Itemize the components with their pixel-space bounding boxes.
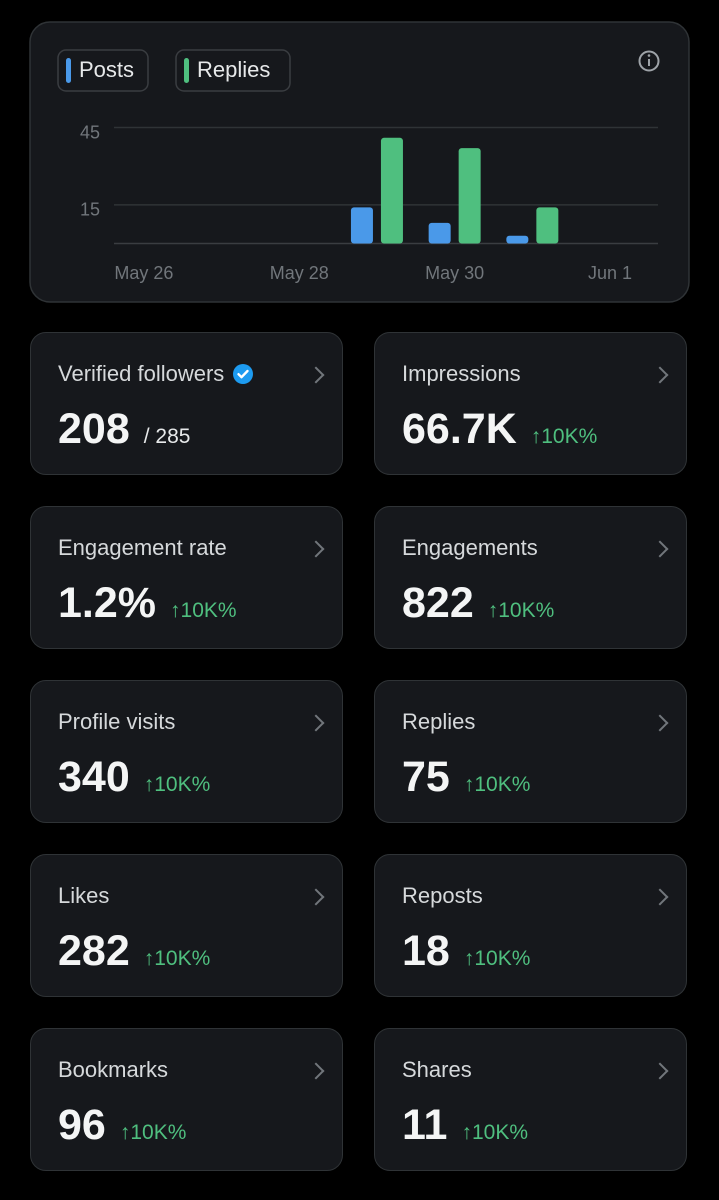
legend-swatch xyxy=(184,58,189,83)
x-tick-label: May 30 xyxy=(425,263,484,283)
bar xyxy=(458,148,481,244)
card-value: 1.2% xyxy=(58,579,157,627)
chevron xyxy=(651,540,669,558)
card-row: 282 ↑10K% xyxy=(58,927,210,976)
card-change: ↑10K% xyxy=(487,599,555,622)
card-title: Shares xyxy=(402,1057,472,1083)
card-title-text: Engagements xyxy=(402,535,538,560)
card-title-text: Replies xyxy=(402,709,476,734)
card-title: Engagements xyxy=(402,535,538,561)
card-title: Profile visits xyxy=(58,709,175,735)
card-title: Bookmarks xyxy=(58,1057,168,1083)
stat-card[interactable]: Verified followers 208 / 285 xyxy=(30,332,343,475)
card-title: Engagement rate xyxy=(58,535,227,561)
card-row: 1.2% ↑10K% xyxy=(58,579,237,628)
stat-card[interactable]: Profile visits 340 ↑10K% xyxy=(30,680,343,823)
legend-box xyxy=(175,49,291,92)
card-title-text: Verified followers xyxy=(58,361,225,386)
card-value: 18 xyxy=(402,927,450,975)
stat-card[interactable]: Engagement rate 1.2% ↑10K% xyxy=(30,506,343,649)
card-change: ↑10K% xyxy=(530,425,598,448)
chevron xyxy=(651,714,669,732)
legend-label: Replies xyxy=(197,57,270,82)
card-title: Likes xyxy=(58,883,109,909)
chevron xyxy=(307,714,325,732)
chevron xyxy=(651,366,669,384)
card-value: 340 xyxy=(58,753,130,801)
card-title-text: Engagement rate xyxy=(58,535,227,560)
legend-box xyxy=(57,49,149,92)
card-row: 75 ↑10K% xyxy=(402,753,530,802)
card-value: 822 xyxy=(402,579,474,627)
card-value: 75 xyxy=(402,753,450,801)
card-change: ↑10K% xyxy=(143,947,211,970)
bar xyxy=(380,137,403,244)
bar xyxy=(506,235,529,244)
card-value: 208 xyxy=(58,405,130,453)
stat-card[interactable]: Impressions 66.7K ↑10K% xyxy=(374,332,687,475)
card-row: 208 / 285 xyxy=(58,405,190,454)
card-row: 18 ↑10K% xyxy=(402,927,530,976)
chevron xyxy=(307,540,325,558)
card-title: Replies xyxy=(402,709,475,735)
bar xyxy=(428,222,451,244)
card-title: Verified followers xyxy=(58,361,254,387)
stat-card[interactable]: Replies 75 ↑10K% xyxy=(374,680,687,823)
card-row: 96 ↑10K% xyxy=(58,1101,186,1150)
card-title-text: Profile visits xyxy=(58,709,176,734)
card-value: 96 xyxy=(58,1101,106,1149)
legend-label: Posts xyxy=(79,57,134,82)
card-title: Reposts xyxy=(402,883,483,909)
card-row: 822 ↑10K% xyxy=(402,579,554,628)
chevron xyxy=(651,888,669,906)
chevron xyxy=(651,1062,669,1080)
bar xyxy=(350,207,373,244)
card-title-text: Impressions xyxy=(402,361,521,386)
x-tick-label: May 28 xyxy=(270,263,329,283)
chevron xyxy=(307,366,325,384)
card-title: Impressions xyxy=(402,361,521,387)
card-total: / 285 xyxy=(143,425,191,448)
chevron xyxy=(307,888,325,906)
y-tick-label: 15 xyxy=(80,200,100,220)
card-row: 340 ↑10K% xyxy=(58,753,210,802)
card-title-text: Shares xyxy=(402,1057,472,1082)
y-tick-label: 45 xyxy=(80,122,100,142)
x-tick-label: Jun 1 xyxy=(588,263,632,283)
card-row: 11 ↑10K% xyxy=(402,1101,528,1150)
stat-card[interactable]: Reposts 18 ↑10K% xyxy=(374,854,687,997)
chart-card xyxy=(29,21,690,303)
card-title-text: Reposts xyxy=(402,883,483,908)
card-title-text: Likes xyxy=(58,883,110,908)
badge-check xyxy=(237,369,250,379)
card-value: 282 xyxy=(58,927,130,975)
chart: 15 45 Posts Replies May 26 May 28 May 30 Jun 1 xyxy=(29,21,690,303)
card-change: ↑10K% xyxy=(170,599,237,622)
stat-card[interactable]: Shares 11 ↑10K% xyxy=(374,1028,687,1171)
card-change: ↑10K% xyxy=(463,773,531,796)
stat-card[interactable]: Engagements 822 ↑10K% xyxy=(374,506,687,649)
card-change: ↑10K% xyxy=(143,773,211,796)
card-change: ↑10K% xyxy=(461,1121,529,1144)
chevron xyxy=(307,1062,325,1080)
verified-badge xyxy=(233,364,254,384)
bar xyxy=(536,207,559,244)
card-value: 11 xyxy=(402,1101,448,1149)
x-tick-label: May 26 xyxy=(114,263,173,283)
card-value: 66.7K xyxy=(402,405,517,453)
info-icon-dot xyxy=(647,54,651,57)
card-change: ↑10K% xyxy=(463,947,531,970)
stat-card[interactable]: Bookmarks 96 ↑10K% xyxy=(30,1028,343,1171)
legend-swatch xyxy=(66,58,71,83)
stat-card[interactable]: Likes 282 ↑10K% xyxy=(30,854,343,997)
card-change: ↑10K% xyxy=(119,1121,187,1144)
card-title-text: Bookmarks xyxy=(58,1057,169,1082)
card-row: 66.7K ↑10K% xyxy=(402,405,597,454)
info-icon[interactable] xyxy=(638,50,660,72)
